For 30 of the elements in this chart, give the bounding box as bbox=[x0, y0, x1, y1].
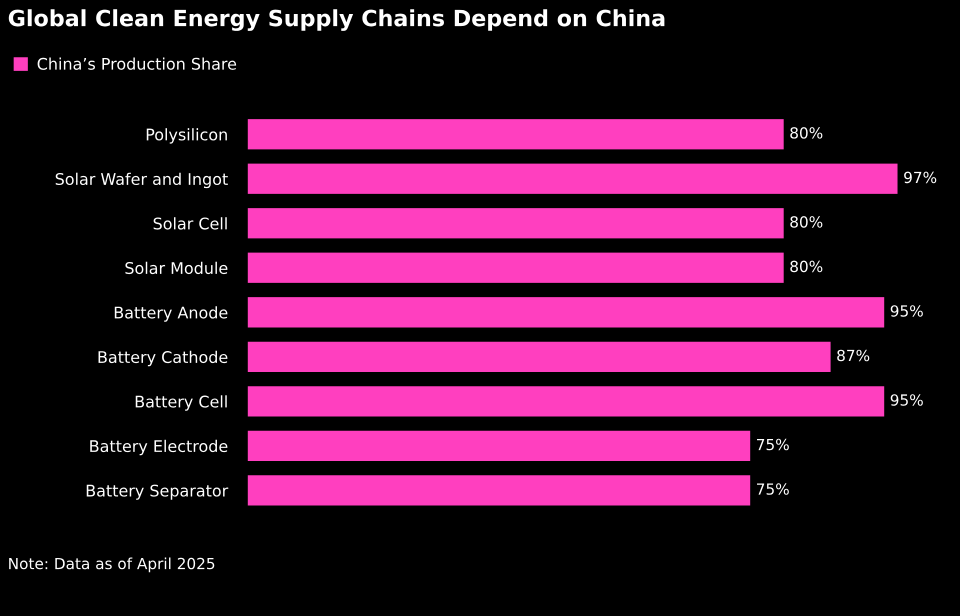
data-label: 95% bbox=[890, 394, 923, 406]
legend-label: China’s Production Share bbox=[38, 57, 236, 70]
data-label: 75% bbox=[757, 483, 789, 495]
data-label: 80% bbox=[790, 216, 822, 228]
y-tick-label: Battery Cathode bbox=[98, 350, 228, 366]
y-tick-label: Solar Module bbox=[125, 262, 228, 274]
y-tick-label: Polysilicon bbox=[146, 128, 227, 144]
data-label: 87% bbox=[837, 350, 870, 362]
bar bbox=[248, 119, 784, 150]
data-label: 75% bbox=[757, 438, 789, 450]
data-label: 80% bbox=[790, 127, 822, 139]
bar bbox=[248, 430, 750, 461]
y-tick-label: Solar Wafer and Ingot bbox=[56, 172, 228, 188]
y-tick-label: Battery Separator bbox=[86, 484, 228, 500]
y-tick-label: Battery Anode bbox=[114, 306, 228, 322]
bar bbox=[248, 297, 884, 328]
y-tick-label: Battery Electrode bbox=[90, 440, 228, 456]
y-tick-label: Battery Cell bbox=[136, 395, 227, 411]
y-tick-label: Solar Cell bbox=[154, 217, 227, 230]
bar bbox=[248, 164, 898, 194]
bar bbox=[248, 342, 831, 372]
data-label: 95% bbox=[890, 305, 923, 317]
data-label: 80% bbox=[790, 260, 822, 272]
bar bbox=[248, 475, 750, 506]
bar bbox=[248, 252, 784, 283]
bar bbox=[248, 386, 884, 416]
chart-title: Global Clean Energy Supply Chains Depend on China bbox=[8, 9, 664, 31]
text: Note: Data as of April 2025 bbox=[9, 557, 214, 572]
data-label: 97% bbox=[904, 172, 936, 184]
bar bbox=[248, 208, 784, 238]
